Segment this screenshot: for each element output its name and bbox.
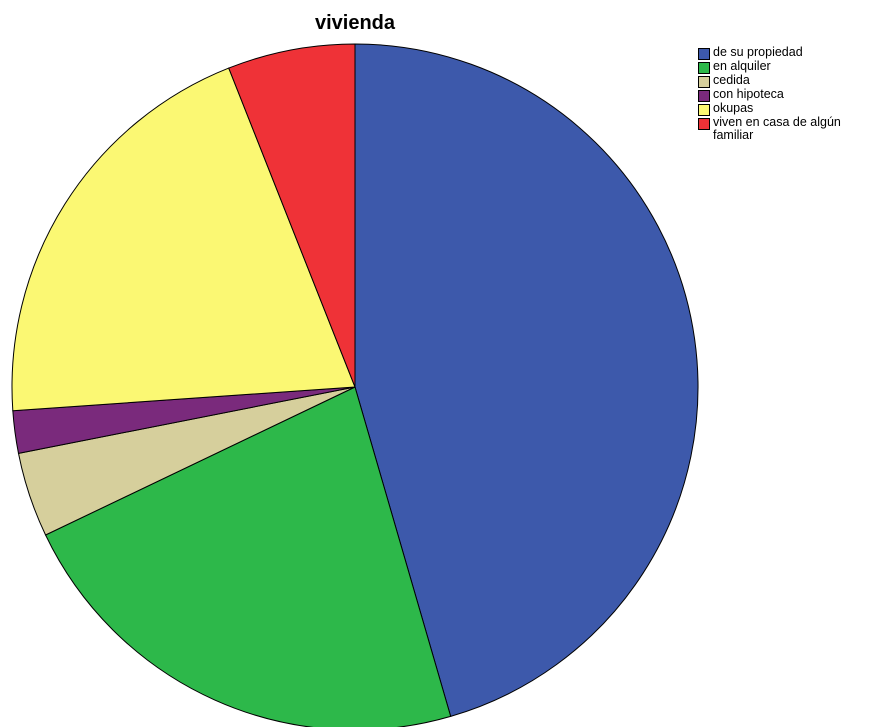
- legend-item-5: okupas: [698, 102, 883, 116]
- legend-item-6: viven en casa de algún familiar: [698, 116, 883, 142]
- pie-slice-2: [44, 386, 452, 727]
- legend-item-4: con hipoteca: [698, 88, 883, 102]
- legend-label: cedida: [713, 73, 750, 87]
- legend-swatch: [698, 118, 710, 130]
- legend-label: de su propiedad: [713, 45, 803, 59]
- legend-item-2: en alquiler: [698, 60, 883, 74]
- legend-swatch: [698, 48, 710, 60]
- legend-swatch: [698, 62, 710, 74]
- legend-label: viven en casa de algún familiar: [713, 115, 841, 142]
- pie-slice-5: [11, 67, 356, 412]
- legend-label: okupas: [713, 101, 754, 115]
- pie-slice-1: [354, 43, 699, 718]
- legend: de su propiedad en alquiler cedida con hipo…: [698, 46, 883, 142]
- legend-swatch: [698, 104, 710, 116]
- legend-item-3: cedida: [698, 74, 883, 88]
- legend-label: con hipoteca: [713, 87, 784, 101]
- pie-slices: [11, 43, 699, 727]
- pie-slice-6: [228, 43, 356, 388]
- legend-swatch: [698, 90, 710, 102]
- legend-swatch: [698, 76, 710, 88]
- chart-title: vivienda: [314, 12, 396, 34]
- legend-item-1: de su propiedad: [698, 46, 883, 60]
- legend-label: en alquiler: [713, 59, 771, 73]
